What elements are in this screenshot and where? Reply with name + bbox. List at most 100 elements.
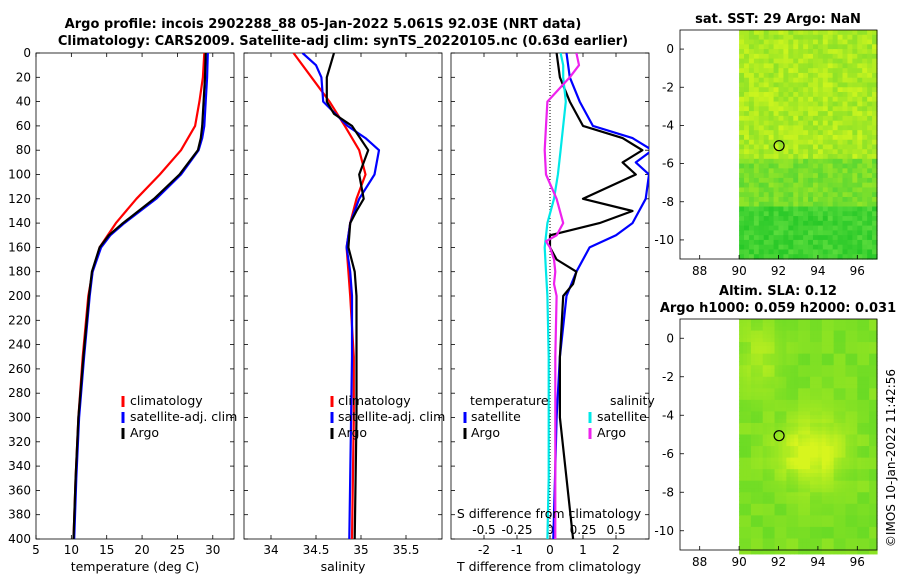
heatmap-cell	[847, 63, 853, 69]
heatmap-cell	[783, 115, 789, 122]
heatmap-cell	[750, 403, 756, 409]
heatmap-cell	[744, 173, 750, 179]
heatmap-cell	[802, 415, 807, 420]
heatmap-cell	[773, 139, 780, 146]
heatmap-cell	[857, 426, 862, 432]
heatmap-cell	[852, 125, 858, 131]
heatmap-cell	[821, 422, 827, 428]
heatmap-cell	[849, 361, 854, 366]
heatmap-cell	[841, 345, 847, 351]
heatmap-cell	[793, 149, 799, 155]
heatmap-cell	[739, 515, 744, 520]
heatmap-cell	[841, 449, 847, 455]
heatmap-cell	[778, 484, 784, 489]
heatmap-cell	[817, 192, 824, 198]
heatmap-cell	[813, 476, 819, 482]
heatmap-cell	[743, 457, 748, 463]
heatmap-cell	[794, 550, 799, 555]
heatmap-cell	[867, 106, 873, 112]
heatmap-cell	[753, 130, 760, 136]
heatmap-cell	[773, 182, 780, 189]
heatmap-cell	[739, 438, 744, 443]
heatmap-cell	[817, 53, 824, 60]
heatmap-cell	[778, 519, 784, 524]
heatmap-cell	[825, 503, 831, 509]
heatmap-cell	[829, 403, 835, 409]
map-x-tick-label: 88	[692, 555, 707, 569]
heatmap-cell	[849, 322, 854, 328]
heatmap-cell	[788, 216, 794, 222]
heatmap-cell	[873, 422, 878, 428]
series-line-salinity-argo	[543, 53, 581, 539]
heatmap-cell	[810, 442, 815, 447]
heatmap-cell	[739, 511, 744, 516]
heatmap-cell	[817, 469, 823, 474]
heatmap-cell	[817, 465, 823, 470]
heatmap-cell	[802, 484, 807, 489]
heatmap-cell	[758, 254, 765, 260]
heatmap-cell	[817, 168, 824, 174]
x-tick-label: 30	[205, 543, 220, 557]
heatmap-cell	[873, 438, 878, 443]
heatmap-cell	[798, 376, 803, 382]
heatmap-cell	[803, 173, 809, 179]
heatmap-cell	[778, 182, 785, 189]
heatmap-cell	[832, 154, 839, 160]
heatmap-cell	[758, 216, 765, 222]
heatmap-cell	[827, 34, 834, 41]
heatmap-cell	[808, 239, 814, 246]
heatmap-cell	[817, 407, 823, 412]
heatmap-cell	[857, 407, 862, 412]
heatmap-cell	[849, 388, 854, 393]
heatmap-cell	[833, 499, 839, 505]
heatmap-cell	[798, 53, 804, 60]
heatmap-cell	[793, 144, 799, 150]
heatmap-cell	[847, 211, 853, 217]
heatmap-cell	[744, 249, 750, 255]
heatmap-cell	[763, 211, 770, 217]
heatmap-cell	[812, 220, 819, 227]
heatmap-cell	[763, 87, 770, 93]
heatmap-cell	[770, 388, 776, 393]
heatmap-cell	[817, 457, 823, 463]
heatmap-cell	[763, 68, 770, 74]
heatmap-cell	[768, 239, 775, 246]
heatmap-cell	[806, 480, 811, 486]
heatmap-cell	[758, 334, 764, 339]
heatmap-cell	[865, 338, 870, 343]
heatmap-cell	[825, 526, 831, 532]
heatmap-cell	[790, 349, 795, 355]
x-tick-label: 10	[64, 543, 79, 557]
heatmap-cell	[793, 254, 799, 260]
depth-tick-label: 160	[8, 240, 31, 254]
heatmap-cell	[753, 244, 760, 251]
heatmap-cell	[857, 230, 863, 236]
heatmap-cell	[753, 196, 760, 203]
heatmap-cell	[867, 68, 873, 74]
heatmap-cell	[750, 465, 756, 470]
heatmap-cell	[758, 380, 764, 386]
heatmap-cell	[822, 168, 829, 174]
heatmap-cell	[865, 369, 870, 374]
heatmap-cell	[773, 72, 780, 79]
heatmap-cell	[803, 111, 809, 117]
heatmap-cell	[762, 550, 768, 555]
heatmap-cell	[849, 442, 854, 447]
heatmap-cell	[808, 182, 814, 189]
heatmap-cell	[852, 196, 858, 203]
heatmap-cell	[806, 392, 811, 397]
heatmap-cell	[813, 499, 819, 505]
heatmap-cell	[862, 173, 868, 179]
heatmap-cell	[817, 419, 823, 424]
heatmap-cell	[778, 139, 785, 146]
heatmap-cell	[837, 92, 844, 98]
heatmap-cell	[802, 365, 807, 370]
heatmap-cell	[802, 376, 807, 382]
heatmap-cell	[782, 438, 787, 443]
heatmap-cell	[763, 139, 770, 146]
heatmap-cell	[802, 349, 807, 355]
heatmap-cell	[812, 149, 819, 155]
legend-temperature-heading: temperature	[470, 393, 549, 408]
heatmap-cell	[817, 449, 823, 455]
heatmap-cell	[837, 96, 844, 103]
